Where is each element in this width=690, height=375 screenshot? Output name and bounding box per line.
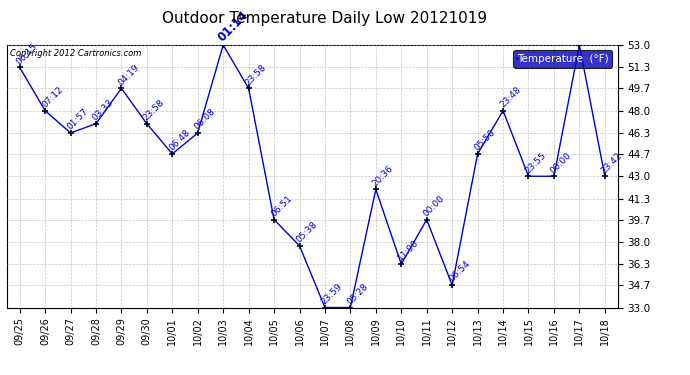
Text: 06:15: 06:15 xyxy=(14,41,39,66)
Text: 23:42: 23:42 xyxy=(600,150,624,175)
Text: 07:12: 07:12 xyxy=(40,85,65,109)
Text: 20:36: 20:36 xyxy=(371,164,395,188)
Text: 06:51: 06:51 xyxy=(269,194,294,218)
Text: 00:00: 00:00 xyxy=(422,194,446,218)
Text: 04:19: 04:19 xyxy=(117,62,141,87)
Legend: Temperature  (°F): Temperature (°F) xyxy=(513,50,612,68)
Text: 06:54: 06:54 xyxy=(447,259,472,284)
Text: 23:55: 23:55 xyxy=(524,150,548,175)
Text: 11:90: 11:90 xyxy=(396,238,421,263)
Text: 05:38: 05:38 xyxy=(295,220,319,245)
Text: Copyright 2012 Cartronics.com: Copyright 2012 Cartronics.com xyxy=(10,49,141,58)
Text: 00:00: 00:00 xyxy=(549,150,573,175)
Text: 23:59: 23:59 xyxy=(320,282,344,306)
Text: 05:28: 05:28 xyxy=(345,282,370,306)
Text: 03:33: 03:33 xyxy=(91,98,115,123)
Text: 06:08: 06:08 xyxy=(193,107,217,132)
Text: 01:14: 01:14 xyxy=(215,8,251,44)
Text: 23:58: 23:58 xyxy=(141,98,166,123)
Text: 01:57: 01:57 xyxy=(66,107,90,132)
Text: Outdoor Temperature Daily Low 20121019: Outdoor Temperature Daily Low 20121019 xyxy=(161,11,487,26)
Text: 05:50: 05:50 xyxy=(473,128,497,153)
Text: 23:48: 23:48 xyxy=(498,85,522,109)
Text: 23:58: 23:58 xyxy=(244,62,268,87)
Text: 06:48: 06:48 xyxy=(167,128,192,153)
